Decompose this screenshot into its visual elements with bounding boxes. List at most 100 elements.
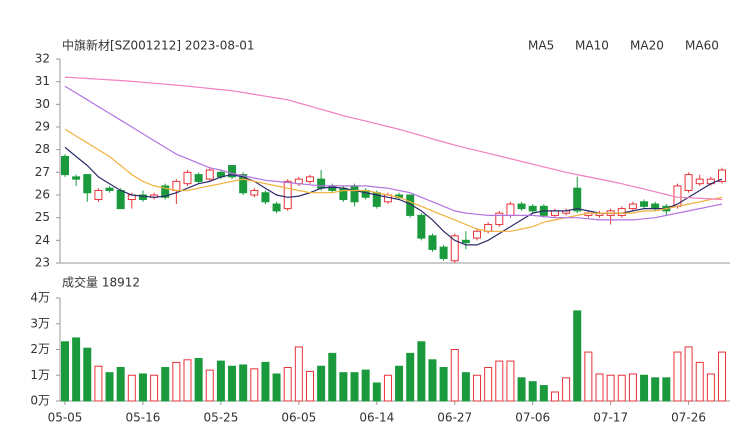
candle-body <box>250 189 259 196</box>
x-tick-label: 07-17 <box>593 411 628 425</box>
candle-body <box>428 235 437 250</box>
candle-body <box>305 176 314 182</box>
volume-bar <box>651 377 660 402</box>
x-tick-label: 06-05 <box>281 411 316 425</box>
volume-bar <box>706 373 715 402</box>
x-tick-label: 05-05 <box>48 411 83 425</box>
legend-label: MA60 <box>685 39 719 53</box>
volume-bar <box>517 377 526 402</box>
ma-line <box>64 85 723 221</box>
y-tick-label: 1万 <box>30 368 50 382</box>
volume-bar <box>606 374 615 402</box>
volume-bar <box>640 374 649 402</box>
volume-bar <box>205 369 214 402</box>
y-tick-label: 32 <box>35 52 50 66</box>
candle-body <box>61 155 69 176</box>
volume-bar <box>272 373 281 402</box>
volume-bar <box>261 361 270 402</box>
candle-body <box>350 185 359 203</box>
candle-body <box>72 176 81 180</box>
candle-body <box>272 203 281 212</box>
volume-bar <box>350 372 359 402</box>
candle-body <box>417 214 426 239</box>
candle-body <box>495 212 504 225</box>
volume-bar <box>628 373 637 402</box>
y-tick-label: 24 <box>35 233 50 247</box>
volume-bar <box>395 365 404 402</box>
y-tick-label: 4万 <box>30 291 50 305</box>
volume-bar <box>339 372 348 402</box>
candle-body <box>473 230 482 239</box>
volume-bar <box>417 341 426 402</box>
volume-bar <box>573 310 582 402</box>
volume-bar <box>718 351 726 402</box>
candle-body <box>461 239 470 244</box>
candle-body <box>640 201 649 207</box>
candle-body <box>239 174 248 194</box>
volume-bar <box>617 374 626 402</box>
y-tick-label: 30 <box>35 97 50 111</box>
volume-bar <box>239 364 248 402</box>
volume-bar <box>528 381 537 402</box>
x-tick-label: 05-16 <box>126 411 161 425</box>
volume-bar <box>138 373 147 402</box>
volume-bar <box>595 373 604 402</box>
volume-bar <box>662 377 671 402</box>
volume-bar <box>495 360 504 402</box>
volume-bar <box>283 367 292 402</box>
candle-body <box>83 174 92 194</box>
y-tick-label: 23 <box>35 256 50 270</box>
volume-bar <box>406 352 415 402</box>
candle-body <box>161 185 170 198</box>
volume-bar <box>83 347 92 402</box>
candle-body <box>105 187 114 191</box>
candle-body <box>550 210 559 216</box>
candle-body <box>183 171 192 185</box>
volume-bar <box>294 346 303 402</box>
volume-bar <box>550 391 559 402</box>
y-tick-label: 0万 <box>30 394 50 408</box>
candle-body <box>718 169 726 182</box>
x-tick-label: 07-06 <box>515 411 550 425</box>
candle-body <box>261 192 270 203</box>
volume-bar <box>506 360 515 402</box>
volume-bar <box>684 346 693 402</box>
volume-bar <box>428 359 437 402</box>
candle-body <box>517 203 526 210</box>
candle-body <box>651 203 660 210</box>
candle-body <box>116 189 125 210</box>
volume-title: 成交量 18912 <box>62 275 140 290</box>
y-tick-label: 2万 <box>30 342 50 356</box>
y-tick-label: 26 <box>35 188 50 202</box>
volume-bar <box>116 367 125 402</box>
y-tick-label: 25 <box>35 210 50 224</box>
candle-body <box>283 180 292 210</box>
volume-bar <box>484 367 493 402</box>
candle-body <box>617 208 626 216</box>
volume-bar <box>161 367 170 402</box>
volume-bar <box>562 377 571 402</box>
volume-bar <box>461 372 470 402</box>
volume-bar <box>372 382 381 402</box>
volume-bar <box>216 360 225 402</box>
volume-bar <box>183 359 192 402</box>
y-tick-label: 31 <box>35 74 50 88</box>
candle-body <box>406 194 415 216</box>
ma-line <box>64 128 723 232</box>
candle-body <box>439 246 448 259</box>
volume-bar <box>361 369 370 402</box>
candle-body <box>684 174 693 191</box>
x-tick-label: 07-26 <box>671 411 706 425</box>
legend-label: MA10 <box>575 39 609 53</box>
candle-body <box>205 169 214 180</box>
candle-body <box>228 165 237 178</box>
x-tick-label: 05-25 <box>203 411 238 425</box>
legend-label: MA20 <box>630 39 664 53</box>
y-tick-label: 29 <box>35 120 50 134</box>
candle-body <box>172 180 181 191</box>
volume-bar <box>450 349 459 402</box>
volume-bar <box>94 365 103 402</box>
volume-bar <box>250 368 259 402</box>
volume-bar <box>172 361 181 402</box>
